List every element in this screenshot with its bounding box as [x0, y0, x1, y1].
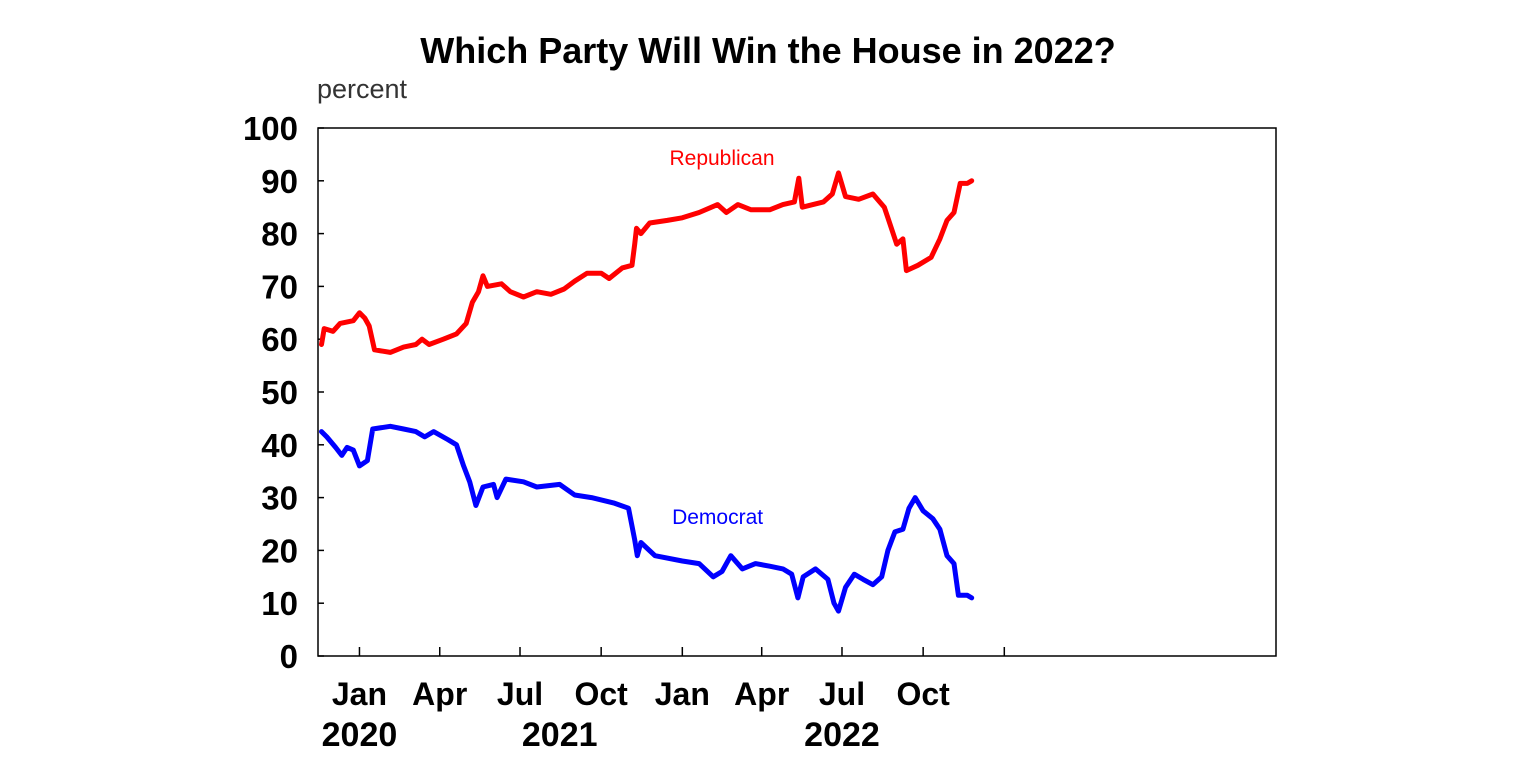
y-tick-label: 30: [261, 480, 298, 517]
y-tick-label: 50: [261, 374, 298, 411]
x-tick-label: Jul: [497, 676, 543, 712]
series-line-democrat: [319, 423, 975, 614]
x-year-label: 2020: [322, 716, 398, 754]
y-tick-label: 80: [261, 216, 298, 253]
x-year-label: 2021: [522, 716, 598, 754]
x-year-label: 2022: [804, 716, 880, 754]
y-axis-label: percent: [317, 74, 408, 104]
chart-title: Which Party Will Win the House in 2022?: [420, 30, 1115, 71]
x-tick-label: Oct: [574, 676, 628, 712]
x-tick-label: Apr: [412, 676, 467, 712]
y-tick-label: 10: [261, 585, 298, 622]
x-tick-label: Oct: [896, 676, 950, 712]
y-tick-label: 40: [261, 427, 298, 464]
x-tick-label: Jan: [655, 676, 710, 712]
y-tick-label: 100: [243, 110, 298, 147]
series-lines: [319, 170, 975, 614]
y-tick-label: 70: [261, 268, 298, 305]
series-line-republican: [319, 170, 975, 355]
y-tick-label: 0: [280, 638, 298, 675]
x-tick-label: Apr: [734, 676, 789, 712]
x-tick-label: Jan: [332, 676, 387, 712]
plot-area: [317, 127, 1277, 657]
series-label-democrat: Democrat: [672, 506, 763, 529]
x-axis: Jan Apr Jul Oct Jan Apr Jul Oct 2020 2021 2022: [322, 647, 1006, 754]
x-tick-label: Jul: [819, 676, 865, 712]
plot-border: [317, 127, 1277, 657]
y-axis: 0 10 20 30 40 50 60 70 80 90 100: [243, 110, 324, 675]
y-tick-label: 90: [261, 163, 298, 200]
series-label-republican: Republican: [669, 147, 774, 170]
y-tick-label: 20: [261, 532, 298, 569]
y-tick-label: 60: [261, 321, 298, 358]
series-annotations: Republican Democrat: [669, 147, 774, 529]
